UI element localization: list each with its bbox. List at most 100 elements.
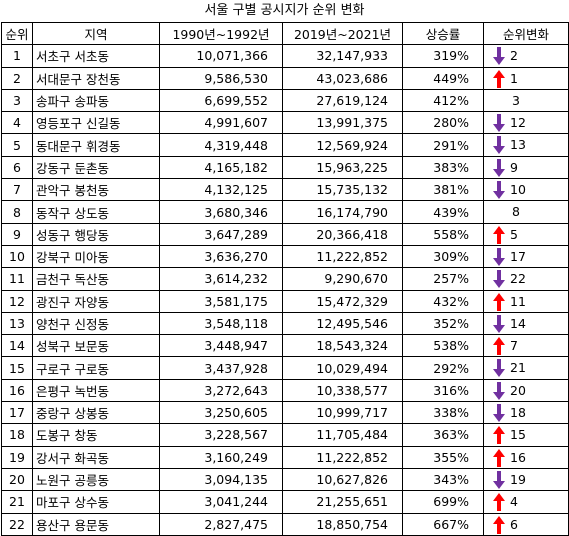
rate-cell: 538% (402, 334, 484, 358)
table-row: 8 동작구 상도동 3,680,346 16,174,790 439% 8 (1, 200, 569, 224)
price-2019-cell: 21,255,651 (282, 490, 403, 514)
rate-cell: 449% (402, 66, 484, 90)
arrow-up-icon (493, 225, 505, 244)
rate-cell: 439% (402, 200, 484, 224)
arrow-down-icon (493, 247, 505, 266)
table-row: 5 동대문구 휘경동 4,319,448 12,569,924 291% 13 (1, 133, 569, 157)
rank-change-cell: 18 (483, 401, 569, 425)
rank-change: 6 (485, 514, 568, 534)
rate-cell: 291% (402, 133, 484, 157)
table-row: 18 도봉구 창동 3,228,567 11,705,484 363% 15 (1, 423, 569, 447)
price-1990-cell: 10,071,366 (159, 44, 283, 68)
rank-change-value: 10 (510, 182, 526, 198)
rank-cell: 12 (1, 289, 33, 313)
rank-change-cell: 12 (483, 111, 569, 135)
table-row: 9 성동구 행당동 3,647,289 20,366,418 558% 5 (1, 222, 569, 246)
price-2019-cell: 15,472,329 (282, 289, 403, 313)
region-cell: 금천구 독산동 (32, 267, 160, 291)
rank-change: 20 (485, 380, 568, 400)
rank-change-value: 17 (510, 248, 526, 264)
table-row: 17 중랑구 상봉동 3,250,605 10,999,717 338% 18 (1, 401, 569, 425)
rank-cell: 2 (1, 66, 33, 90)
rate-cell: 558% (402, 222, 484, 246)
table-row: 7 관악구 봉천동 4,132,125 15,735,132 381% 10 (1, 178, 569, 202)
rate-cell: 343% (402, 467, 484, 492)
rank-change-cell: 3 (483, 88, 569, 113)
rank-change: 21 (485, 358, 568, 378)
header-region: 지역 (32, 21, 160, 46)
rank-cell: 8 (1, 200, 33, 224)
rank-change: 18 (485, 403, 568, 423)
header-rank: 순위 (1, 21, 33, 46)
price-2019-cell: 15,735,132 (282, 178, 403, 202)
rank-change: 5 (485, 224, 568, 244)
rank-cell: 13 (1, 311, 33, 336)
price-2019-cell: 10,999,717 (282, 401, 403, 425)
rate-cell: 699% (402, 490, 484, 514)
rank-change: 7 (485, 336, 568, 356)
rank-change-value: 20 (510, 382, 526, 398)
price-1990-cell: 3,448,947 (159, 334, 283, 358)
arrow-up-icon (493, 292, 505, 311)
rank-cell: 3 (1, 88, 33, 113)
table-row: 15 구로구 구로동 3,437,928 10,029,494 292% 21 (1, 356, 569, 380)
price-2019-cell: 9,290,670 (282, 267, 403, 291)
table-row: 12 광진구 자양동 3,581,175 15,472,329 432% 11 (1, 289, 569, 313)
rank-change-value: 2 (510, 48, 518, 64)
rate-cell: 363% (402, 423, 484, 447)
rank-change: 17 (485, 246, 568, 266)
rate-cell: 383% (402, 155, 484, 180)
rank-cell: 22 (1, 512, 33, 536)
price-2019-cell: 10,627,826 (282, 467, 403, 492)
rank-change-value: 1 (510, 70, 518, 86)
price-1990-cell: 4,132,125 (159, 178, 283, 202)
price-1990-cell: 3,041,244 (159, 490, 283, 514)
rate-cell: 309% (402, 244, 484, 269)
rank-change-cell: 8 (483, 200, 569, 224)
rank-change-value: 15 (510, 427, 526, 443)
rank-change-cell: 20 (483, 378, 569, 403)
rank-change-cell: 7 (483, 334, 569, 358)
arrow-down-icon (493, 404, 505, 423)
rank-cell: 10 (1, 244, 33, 269)
rank-change-value: 18 (510, 405, 526, 421)
price-1990-cell: 3,272,643 (159, 378, 283, 403)
price-2019-cell: 27,619,124 (282, 88, 403, 113)
rank-change-cell: 21 (483, 356, 569, 380)
table-title: 서울 구별 공시지가 순위 변화 (204, 3, 365, 18)
rank-change-value: 8 (512, 204, 520, 220)
rank-cell: 20 (1, 467, 33, 492)
price-1990-cell: 3,647,289 (159, 222, 283, 246)
rank-cell: 6 (1, 155, 33, 180)
arrow-down-icon (493, 47, 505, 66)
arrow-up-icon (493, 515, 505, 534)
price-1990-cell: 6,699,552 (159, 88, 283, 113)
price-1990-cell: 3,614,232 (159, 267, 283, 291)
rate-cell: 292% (402, 356, 484, 380)
rank-change-value: 4 (510, 494, 518, 510)
rate-cell: 338% (402, 401, 484, 425)
rank-change-value: 14 (510, 315, 526, 331)
rank-cell: 4 (1, 111, 33, 135)
rank-cell: 18 (1, 423, 33, 447)
rank-change: 9 (485, 157, 568, 177)
region-cell: 동대문구 휘경동 (32, 133, 160, 157)
rank-change-value: 9 (510, 159, 518, 175)
rank-change-value: 16 (510, 449, 526, 465)
rank-change-cell: 1 (483, 66, 569, 90)
rate-cell: 432% (402, 289, 484, 313)
region-cell: 마포구 상수동 (32, 490, 160, 514)
arrow-up-icon (493, 337, 505, 356)
price-2019-cell: 10,029,494 (282, 356, 403, 380)
region-cell: 영등포구 신길동 (32, 111, 160, 135)
price-2019-cell: 11,222,852 (282, 244, 403, 269)
region-cell: 서대문구 장천동 (32, 66, 160, 90)
table-row: 20 노원구 공릉동 3,094,135 10,627,826 343% 19 (1, 467, 569, 492)
rank-change-value: 12 (510, 115, 526, 131)
rank-cell: 11 (1, 267, 33, 291)
price-1990-cell: 4,165,182 (159, 155, 283, 180)
price-1990-cell: 3,581,175 (159, 289, 283, 313)
table-row: 3 송파구 송파동 6,699,552 27,619,124 412% 3 (1, 88, 569, 113)
rank-change: 1 (485, 68, 568, 88)
price-1990-cell: 3,094,135 (159, 467, 283, 492)
